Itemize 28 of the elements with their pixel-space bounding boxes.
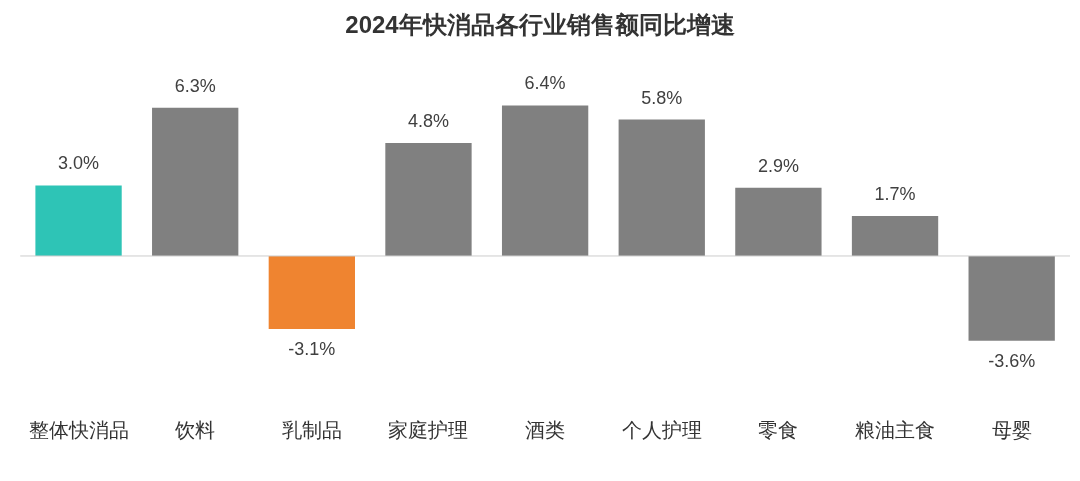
x-tick-label: 粮油主食 [855,418,936,441]
bar [501,105,589,256]
data-label: 3.0% [58,153,100,174]
x-tick-label: 酒类 [525,418,566,441]
x-tick-label: 整体快消品 [28,418,129,441]
data-label: 6.4% [524,73,566,94]
bar [35,185,122,256]
x-tick-label: 母婴 [991,418,1032,441]
bar [851,215,939,256]
chart-title: 2024年快消品各行业销售额同比增速 [345,11,735,39]
x-tick-label: 个人护理 [621,418,702,441]
data-label: 1.7% [874,183,916,204]
bar [268,255,355,329]
data-label: -3.1% [288,338,336,359]
x-tick-label: 家庭护理 [388,418,469,441]
bar [968,255,1055,341]
bar [152,107,239,256]
data-label: 2.9% [757,155,799,176]
data-label: 6.3% [174,75,216,96]
data-label: 5.8% [641,87,683,108]
bar [385,143,472,256]
bar [618,119,705,256]
data-label: -3.6% [988,350,1036,371]
x-tick-label: 饮料 [174,418,216,441]
x-tick-label: 乳制品 [281,418,342,441]
data-label: 4.8% [407,111,449,132]
bar [735,187,822,256]
x-tick-label: 零食 [758,418,799,441]
